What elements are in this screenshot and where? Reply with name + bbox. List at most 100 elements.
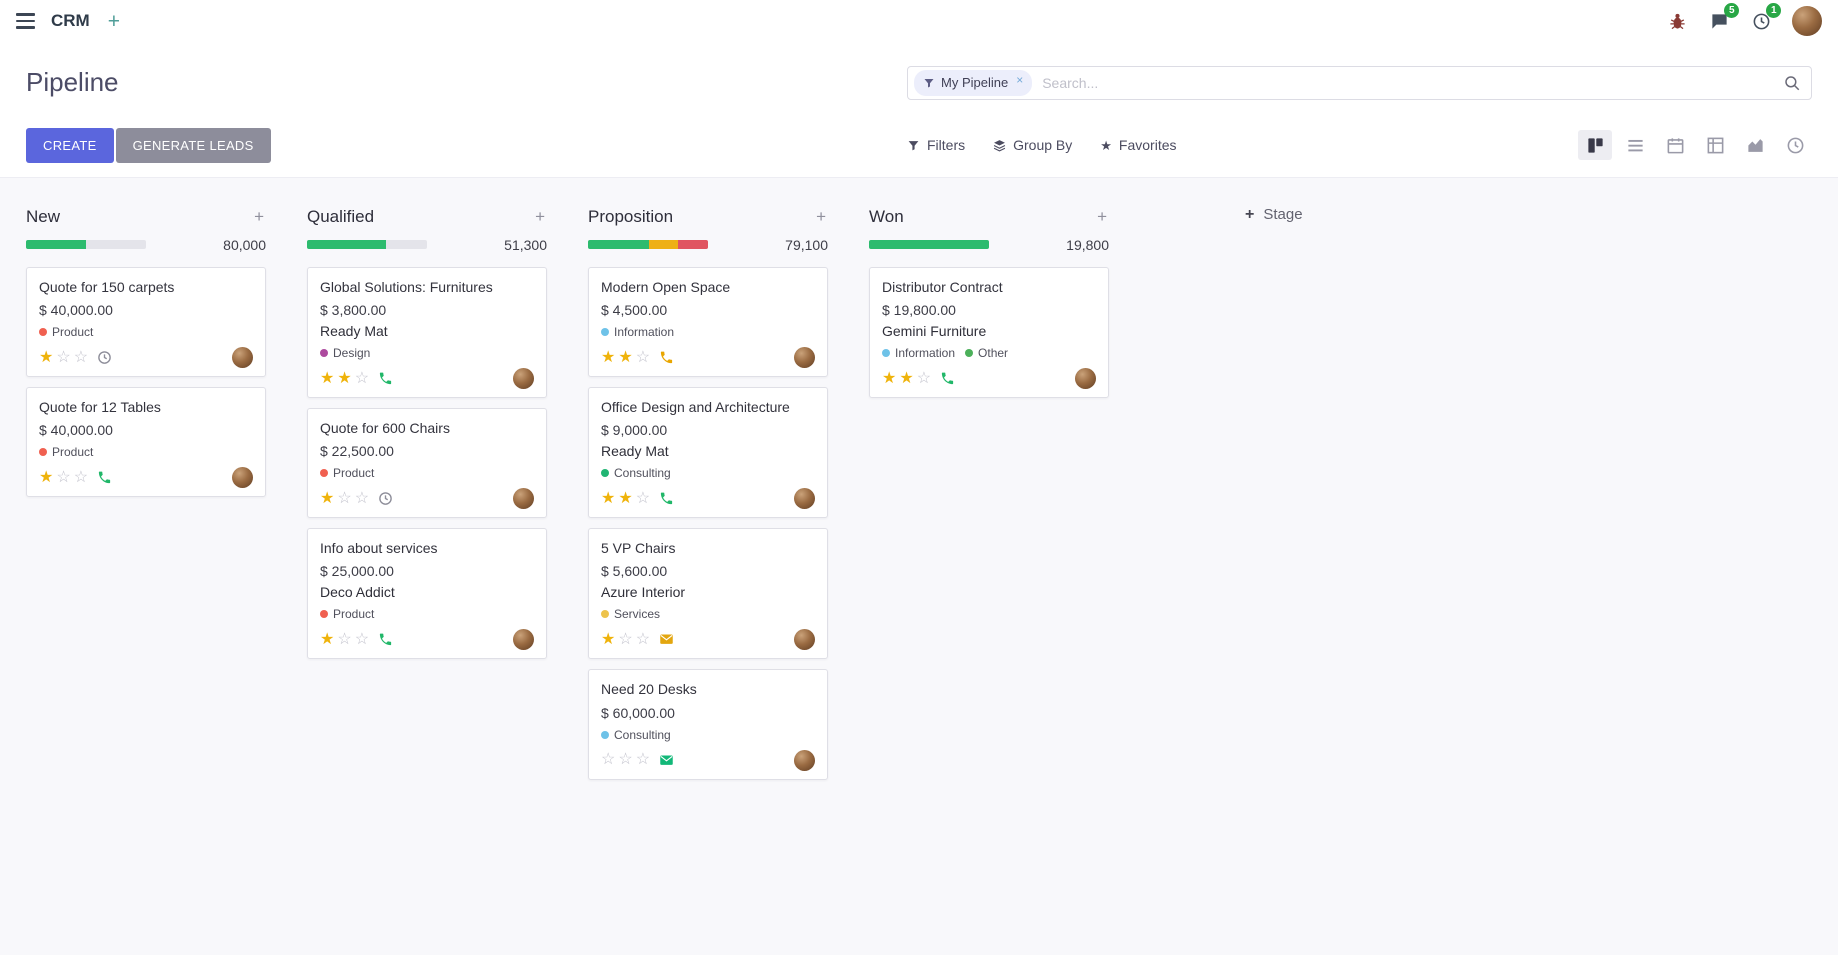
mail-activity-icon[interactable] (659, 753, 674, 768)
phone-activity-icon[interactable] (97, 470, 112, 485)
priority-star-icon[interactable]: ☆ (354, 369, 370, 387)
pivot-view-button[interactable] (1698, 130, 1732, 160)
card-footer: ★ ★ ☆ (601, 488, 815, 510)
card-tags: Product (320, 607, 534, 621)
create-button[interactable]: CREATE (26, 127, 114, 163)
list-view-button[interactable] (1618, 130, 1652, 160)
priority-star-icon[interactable]: ★ (601, 489, 616, 507)
priority-star-icon[interactable]: ★ (899, 369, 914, 387)
search-magnifier-icon[interactable] (1783, 74, 1801, 92)
kanban-card[interactable]: 5 VP Chairs $ 5,600.00 Azure Interior Servi… (588, 528, 828, 660)
navbar-left: CRM + (10, 8, 124, 34)
priority-star-icon[interactable]: ★ (601, 630, 616, 648)
priority-star-icon[interactable]: ☆ (73, 468, 89, 486)
salesperson-avatar (794, 347, 815, 368)
column-quick-add-button[interactable]: + (254, 207, 264, 227)
column-quick-add-button[interactable]: + (816, 207, 826, 227)
app-name[interactable]: CRM (51, 11, 90, 30)
column-progressbar[interactable] (307, 240, 427, 250)
kanban-card[interactable]: Global Solutions: Furnitures $ 3,800.00 Re… (307, 266, 547, 398)
phone-activity-icon[interactable] (659, 491, 674, 506)
column-quick-add-button[interactable]: + (1097, 207, 1107, 227)
kanban-card[interactable]: Info about services $ 25,000.00 Deco Addic… (307, 528, 547, 660)
phone-activity-icon[interactable] (378, 371, 393, 386)
debug-bug-icon[interactable] (1666, 10, 1688, 32)
priority-star-icon[interactable]: ★ (618, 348, 633, 366)
add-stage-button[interactable]: + Stage (1245, 206, 1303, 224)
priority-star-icon[interactable]: ☆ (635, 348, 651, 366)
apps-menu-button[interactable] (10, 8, 41, 34)
priority-star-icon[interactable]: ☆ (601, 751, 616, 769)
graph-view-button[interactable] (1738, 130, 1772, 160)
column-header: Won + (869, 204, 1109, 230)
activity-view-button[interactable] (1778, 130, 1812, 160)
card-tags: Consulting (601, 466, 815, 480)
priority-star-icon[interactable]: ☆ (635, 751, 651, 769)
facet-remove-button[interactable]: × (1014, 74, 1023, 92)
priority-star-icon[interactable]: ☆ (337, 489, 352, 507)
priority-star-icon[interactable]: ★ (337, 369, 352, 387)
column-quick-add-button[interactable]: + (535, 207, 545, 227)
view-switcher (1578, 130, 1812, 161)
priority-star-icon[interactable]: ☆ (354, 630, 370, 648)
card-expected-revenue: $ 9,000.00 (601, 422, 668, 439)
phone-activity-icon[interactable] (940, 371, 955, 386)
column-progressbar[interactable] (588, 240, 708, 250)
search-bar[interactable]: My Pipeline × (907, 65, 1812, 100)
priority-star-icon[interactable]: ☆ (635, 489, 651, 507)
kanban-card[interactable]: Quote for 12 Tables $ 40,000.00 Product ★ ☆ ☆ (26, 387, 266, 498)
new-plus-button[interactable]: + (104, 11, 124, 32)
column-progressbar[interactable] (26, 240, 146, 250)
priority-star-icon[interactable]: ☆ (354, 489, 370, 507)
phone-activity-icon[interactable] (378, 632, 393, 647)
column-header: Qualified + (307, 204, 547, 230)
priority-star-icon[interactable]: ☆ (73, 348, 89, 366)
priority-star-icon[interactable]: ☆ (56, 468, 71, 486)
kanban-card[interactable]: Need 20 Desks $ 60,000.00 Consulting ☆ ☆ ☆ (588, 669, 828, 780)
mail-activity-icon[interactable] (659, 632, 674, 647)
tag-color-dot (320, 610, 328, 619)
priority-star-icon[interactable]: ☆ (635, 630, 651, 648)
progress-segment[interactable] (677, 240, 708, 250)
priority-star-icon[interactable]: ☆ (56, 348, 71, 366)
progress-segment[interactable] (869, 240, 989, 250)
priority-star-icon[interactable]: ☆ (337, 630, 352, 648)
priority-star-icon[interactable]: ★ (39, 348, 54, 366)
kanban-card[interactable]: Quote for 600 Chairs $ 22,500.00 Product ★ ☆… (307, 408, 547, 519)
kanban-view-button[interactable] (1578, 130, 1612, 161)
progress-segment[interactable] (649, 240, 678, 250)
search-input[interactable] (1032, 74, 1783, 91)
kanban-card[interactable]: Distributor Contract $ 19,800.00 Gemini Fu… (869, 266, 1109, 398)
clock-activity-icon[interactable] (97, 350, 112, 365)
salesperson-avatar (794, 488, 815, 510)
priority-star-icon[interactable]: ☆ (618, 630, 633, 648)
phone-activity-icon[interactable] (659, 350, 674, 365)
progress-segment[interactable] (26, 240, 86, 250)
priority-star-icon[interactable]: ★ (39, 468, 54, 486)
generate-leads-button[interactable]: GENERATE LEADS (115, 127, 271, 163)
progress-segment[interactable] (307, 240, 387, 250)
priority-star-icon[interactable]: ★ (882, 369, 897, 387)
kanban-card[interactable]: Quote for 150 carpets $ 40,000.00 Product ★… (26, 266, 266, 377)
clock-activity-icon[interactable] (378, 491, 393, 506)
priority-star-icon[interactable]: ★ (601, 348, 616, 366)
column-progressbar[interactable] (869, 240, 989, 250)
navbar-systray: 5 1 (1666, 3, 1822, 36)
kanban-card[interactable]: Office Design and Architecture $ 9,000.00… (588, 387, 828, 519)
messages-icon[interactable]: 5 (1708, 3, 1739, 32)
kanban-card[interactable]: Modern Open Space $ 4,500.00 Information ★ ★… (588, 266, 828, 377)
calendar-view-button[interactable] (1658, 130, 1692, 160)
column-header: New + (26, 204, 266, 230)
filters-menu-button[interactable]: Filters (907, 137, 965, 153)
activities-clock-icon[interactable]: 1 (1750, 3, 1781, 32)
priority-star-icon[interactable]: ★ (320, 369, 335, 387)
priority-star-icon[interactable]: ★ (618, 489, 633, 507)
priority-star-icon[interactable]: ★ (320, 630, 335, 648)
progress-segment[interactable] (588, 240, 650, 250)
user-avatar[interactable] (1792, 6, 1822, 36)
priority-star-icon[interactable]: ☆ (916, 369, 932, 387)
favorites-menu-button[interactable]: ★ Favorites (1100, 137, 1176, 153)
priority-star-icon[interactable]: ★ (320, 489, 335, 507)
priority-star-icon[interactable]: ☆ (618, 751, 633, 769)
group-by-menu-button[interactable]: Group By (993, 137, 1072, 153)
